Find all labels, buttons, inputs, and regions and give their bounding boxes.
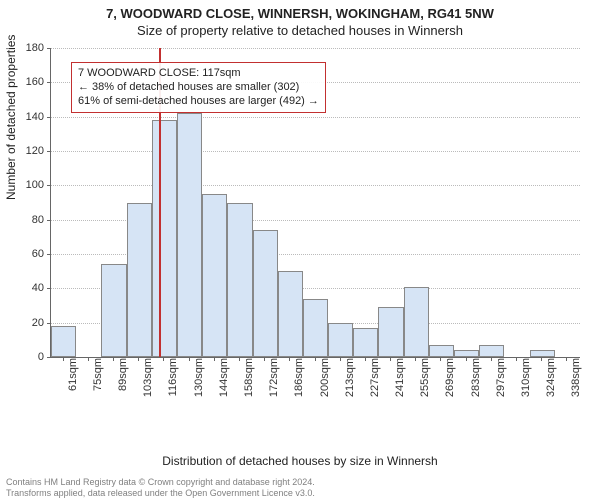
xtick-mark (189, 357, 190, 361)
xtick-label: 255sqm (419, 358, 431, 408)
xtick-label: 158sqm (243, 358, 255, 408)
xtick-mark (466, 357, 467, 361)
histogram-bar (202, 194, 227, 357)
xtick-label: 116sqm (167, 358, 179, 408)
xtick-label: 269sqm (444, 358, 456, 408)
ytick-label: 60 (6, 248, 44, 260)
xtick-label: 144sqm (218, 358, 230, 408)
ytick-mark (47, 48, 51, 49)
histogram-bar (227, 203, 252, 358)
xtick-label: 338sqm (570, 358, 582, 408)
xtick-label: 172sqm (268, 358, 280, 408)
ytick-mark (47, 185, 51, 186)
ytick-label: 140 (6, 111, 44, 123)
footer-attribution: Contains HM Land Registry data © Crown c… (6, 477, 594, 498)
xtick-label: 241sqm (394, 358, 406, 408)
ytick-label: 100 (6, 179, 44, 191)
histogram-bar (51, 326, 76, 357)
xtick-mark (541, 357, 542, 361)
annotation-box: 7 WOODWARD CLOSE: 117sqm ← 38% of detach… (71, 62, 326, 113)
gridline-h (51, 117, 580, 118)
ytick-mark (47, 220, 51, 221)
ytick-label: 40 (6, 282, 44, 294)
xtick-mark (163, 357, 164, 361)
xtick-mark (63, 357, 64, 361)
xtick-mark (214, 357, 215, 361)
xtick-label: 213sqm (344, 358, 356, 408)
xtick-mark (315, 357, 316, 361)
xtick-label: 283sqm (470, 358, 482, 408)
histogram-bar (454, 350, 479, 357)
x-axis-label: Distribution of detached houses by size … (0, 454, 600, 468)
ytick-label: 160 (6, 76, 44, 88)
histogram-bar (404, 287, 429, 357)
ytick-label: 120 (6, 145, 44, 157)
gridline-h (51, 151, 580, 152)
footer-line1: Contains HM Land Registry data © Crown c… (6, 477, 594, 487)
xtick-label: 103sqm (142, 358, 154, 408)
page-title-line1: 7, WOODWARD CLOSE, WINNERSH, WOKINGHAM, … (0, 0, 600, 21)
xtick-mark (440, 357, 441, 361)
histogram-bar (479, 345, 504, 357)
ytick-mark (47, 151, 51, 152)
xtick-mark (491, 357, 492, 361)
plot-container: 7 WOODWARD CLOSE: 117sqm ← 38% of detach… (50, 48, 580, 400)
xtick-label: 186sqm (293, 358, 305, 408)
ytick-mark (47, 82, 51, 83)
ytick-label: 180 (6, 42, 44, 54)
histogram-bar (353, 328, 378, 357)
xtick-mark (365, 357, 366, 361)
ytick-mark (47, 288, 51, 289)
histogram-bar (127, 203, 152, 358)
xtick-label: 75sqm (92, 358, 104, 408)
xtick-mark (113, 357, 114, 361)
xtick-label: 89sqm (117, 358, 129, 408)
xtick-mark (340, 357, 341, 361)
histogram-bar (177, 113, 202, 357)
histogram-bar (378, 307, 403, 357)
histogram-bar (328, 323, 353, 357)
ytick-label: 0 (6, 351, 44, 363)
annotation-line2: ← 38% of detached houses are smaller (30… (78, 81, 319, 95)
xtick-mark (516, 357, 517, 361)
footer-line2: Transforms applied, data released under … (6, 488, 594, 498)
histogram-bar (278, 271, 303, 357)
histogram-bar (152, 120, 177, 357)
ytick-mark (47, 254, 51, 255)
xtick-label: 324sqm (545, 358, 557, 408)
plot-area: 7 WOODWARD CLOSE: 117sqm ← 38% of detach… (50, 48, 580, 358)
ytick-mark (47, 117, 51, 118)
annotation-line3: 61% of semi-detached houses are larger (… (78, 95, 319, 109)
xtick-label: 130sqm (193, 358, 205, 408)
histogram-bar (101, 264, 126, 357)
xtick-label: 297sqm (495, 358, 507, 408)
xtick-mark (264, 357, 265, 361)
ytick-mark (47, 357, 51, 358)
xtick-label: 227sqm (369, 358, 381, 408)
ytick-label: 80 (6, 214, 44, 226)
ytick-mark (47, 323, 51, 324)
xtick-label: 200sqm (319, 358, 331, 408)
xtick-mark (566, 357, 567, 361)
gridline-h (51, 185, 580, 186)
page-title-line2: Size of property relative to detached ho… (0, 21, 600, 38)
histogram-bar (303, 299, 328, 357)
xtick-label: 310sqm (520, 358, 532, 408)
xtick-mark (390, 357, 391, 361)
xtick-mark (289, 357, 290, 361)
gridline-h (51, 48, 580, 49)
xtick-label: 61sqm (67, 358, 79, 408)
xtick-mark (88, 357, 89, 361)
histogram-bar (253, 230, 278, 357)
xtick-mark (415, 357, 416, 361)
histogram-bar (530, 350, 555, 357)
annotation-line1: 7 WOODWARD CLOSE: 117sqm (78, 67, 319, 81)
xtick-mark (239, 357, 240, 361)
xtick-mark (138, 357, 139, 361)
histogram-bar (429, 345, 454, 357)
ytick-label: 20 (6, 317, 44, 329)
